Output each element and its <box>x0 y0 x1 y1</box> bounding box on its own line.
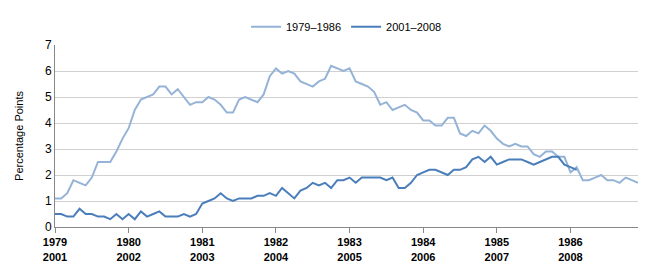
svg-text:19812003: 19812003 <box>190 236 214 262</box>
svg-text:6: 6 <box>45 64 52 78</box>
svg-text:1: 1 <box>45 194 52 208</box>
svg-text:19832005: 19832005 <box>337 236 361 262</box>
svg-text:19802002: 19802002 <box>116 236 140 262</box>
svg-text:19862008: 19862008 <box>558 236 582 262</box>
svg-text:19792001: 19792001 <box>43 236 67 262</box>
svg-text:3: 3 <box>45 142 52 156</box>
svg-text:4: 4 <box>45 116 52 130</box>
svg-text:Percentage Points: Percentage Points <box>13 91 25 181</box>
svg-text:19822004: 19822004 <box>264 236 289 262</box>
svg-text:2: 2 <box>45 168 52 182</box>
svg-text:19852007: 19852007 <box>485 236 509 262</box>
svg-text:0: 0 <box>45 220 52 234</box>
svg-text:2001–2008: 2001–2008 <box>386 21 441 33</box>
svg-text:19842006: 19842006 <box>411 236 436 262</box>
svg-text:7: 7 <box>45 38 52 52</box>
svg-text:5: 5 <box>45 90 52 104</box>
svg-text:1979–1986: 1979–1986 <box>286 21 341 33</box>
